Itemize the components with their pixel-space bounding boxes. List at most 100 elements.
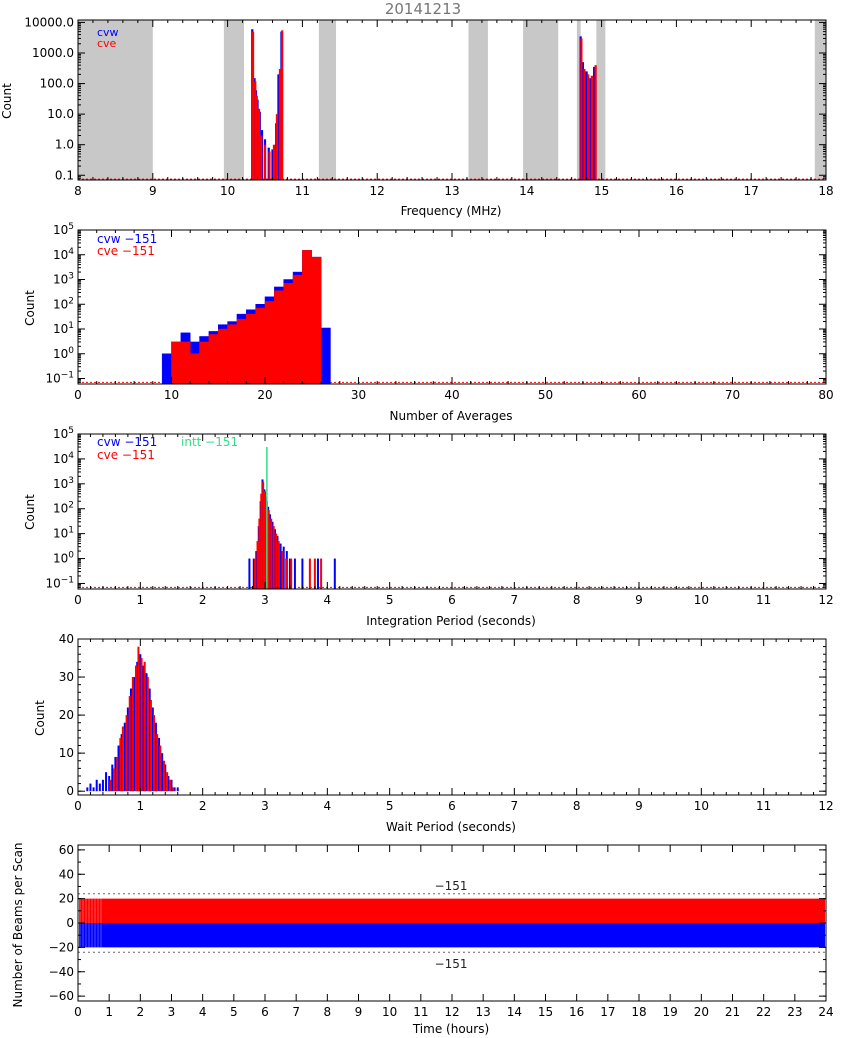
wait-bar-cvw bbox=[114, 756, 117, 792]
frequency-shaded-band bbox=[78, 20, 153, 180]
integration-ytick-label: 102 bbox=[53, 501, 74, 516]
wait-xtick-label: 2 bbox=[199, 799, 207, 813]
wait-xtick-label: 5 bbox=[386, 799, 394, 813]
averages-ytick-base: 10 bbox=[53, 273, 68, 287]
wait-bar-cve bbox=[159, 745, 162, 792]
beams-bar-cve bbox=[79, 898, 825, 923]
averages-ytick-label: 103 bbox=[53, 272, 74, 287]
averages-marks bbox=[78, 250, 826, 385]
wait-xtick-label: 1 bbox=[137, 799, 145, 813]
averages-xtick-label: 0 bbox=[74, 388, 82, 402]
beams-ytick-label: 40 bbox=[59, 867, 74, 881]
wait-xtick-label: 10 bbox=[694, 799, 709, 813]
integration-ytick-base: 10 bbox=[53, 427, 68, 441]
integration-bar-cvw bbox=[333, 558, 336, 589]
beams-xtick-label: 1 bbox=[105, 1005, 113, 1019]
averages-xlabel: Number of Averages bbox=[390, 409, 513, 423]
integration-bar-cve bbox=[258, 518, 261, 589]
beams-xlabel: Time (hours) bbox=[412, 1022, 489, 1036]
beams-bar-cvw bbox=[79, 923, 825, 948]
panel-beams: 0 1 2 3 4 5 6 7 8 9 10 11 12 13 14 15 16 17 18 19 20 21 22 23 24… bbox=[11, 842, 834, 1036]
wait-bar-cve bbox=[166, 772, 169, 792]
figure-title: 20141213 bbox=[385, 0, 461, 18]
integration-bar-cve bbox=[290, 558, 293, 589]
integration-bar-cvw bbox=[276, 536, 279, 589]
wait-bar-cvw bbox=[164, 764, 167, 792]
wait-bar-cvw bbox=[167, 775, 170, 792]
frequency-ytick-label: 10000.0 bbox=[24, 15, 74, 29]
averages-bar-cve bbox=[208, 334, 219, 385]
frequency-xtick-label: 10 bbox=[220, 184, 235, 198]
wait-bar-cve bbox=[146, 677, 149, 792]
frequency-bar-cve bbox=[254, 81, 257, 180]
averages-ytick-label: 10−1 bbox=[45, 371, 74, 386]
wait-bar-cve bbox=[121, 726, 124, 792]
wait-xlabel: Wait Period (seconds) bbox=[386, 820, 516, 834]
wait-bar-cvw bbox=[92, 787, 95, 792]
integration-xtick-label: 10 bbox=[694, 593, 709, 607]
beams-ylabel: Number of Beams per Scan bbox=[11, 842, 25, 1007]
integration-xtick-label: 11 bbox=[756, 593, 771, 607]
integration-ytick-exponent: 5 bbox=[68, 426, 74, 436]
beams-xtick-label: 22 bbox=[756, 1005, 771, 1019]
averages-bar-cve bbox=[292, 274, 303, 385]
beams-xtick-label: 9 bbox=[355, 1005, 363, 1019]
integration-bar-cve bbox=[313, 558, 316, 589]
averages-ytick-exponent: 2 bbox=[68, 296, 74, 306]
wait-xtick-label: 11 bbox=[756, 799, 771, 813]
beams-marks bbox=[78, 893, 826, 953]
integration-bar-cvw bbox=[288, 558, 291, 589]
wait-xtick-label: 3 bbox=[261, 799, 269, 813]
integration-bar-cve bbox=[320, 558, 323, 589]
averages-bar-cve bbox=[283, 283, 294, 385]
integration-bar-cvw bbox=[271, 521, 274, 589]
beams-ytick-label: 20 bbox=[59, 892, 74, 906]
integration-ylabel: Count bbox=[23, 494, 37, 530]
averages-bar-cve bbox=[227, 324, 238, 385]
wait-bar-cvw bbox=[98, 783, 101, 792]
integration-bar-cve bbox=[281, 551, 284, 589]
frequency-bar-cve bbox=[260, 135, 263, 180]
integration-xtick-label: 6 bbox=[448, 593, 456, 607]
frequency-shading bbox=[78, 20, 826, 180]
integration-ytick-base: 10 bbox=[53, 552, 68, 566]
wait-bar-cve bbox=[113, 768, 116, 792]
wait-bar-cvw bbox=[89, 783, 92, 792]
integration-xtick-label: 8 bbox=[573, 593, 581, 607]
averages-bar-cve bbox=[189, 353, 200, 385]
integration-bar-cve bbox=[277, 541, 280, 589]
wait-bar-cvw bbox=[108, 775, 111, 792]
frequency-shaded-band bbox=[223, 20, 245, 180]
frequency-bar-cve bbox=[580, 38, 583, 180]
wait-bar-cvw bbox=[129, 688, 132, 792]
averages-ytick-exponent: −1 bbox=[61, 371, 74, 381]
averages-ytick-label: 104 bbox=[53, 247, 74, 262]
averages-ytick-label: 105 bbox=[53, 222, 74, 237]
wait-bar-cvw bbox=[148, 688, 151, 792]
integration-xtick-label: 2 bbox=[199, 593, 207, 607]
averages-xtick-label: 60 bbox=[631, 388, 646, 402]
wait-bar-cvw bbox=[133, 677, 136, 792]
beams-ytick-label: 0 bbox=[66, 916, 74, 930]
integration-ytick-label: 103 bbox=[53, 476, 74, 491]
frequency-xtick-label: 16 bbox=[669, 184, 684, 198]
frequency-xtick-label: 14 bbox=[519, 184, 534, 198]
wait-bar-cvw bbox=[154, 722, 157, 792]
integration-bar-cvw bbox=[252, 558, 255, 589]
frequency-xtick-label: 18 bbox=[818, 184, 833, 198]
averages-legend-cvw: cvw −151 bbox=[97, 232, 157, 246]
wait-bar-cvw bbox=[95, 779, 98, 792]
integration-bar-intt bbox=[266, 447, 268, 589]
beams-xtick-label: 24 bbox=[818, 1005, 833, 1019]
averages-bar-cve bbox=[218, 328, 228, 385]
averages-bar-cve bbox=[264, 301, 275, 385]
wait-bar-cvw bbox=[145, 673, 148, 792]
wait-bar-cve bbox=[109, 779, 112, 792]
beams-xtick-label: 18 bbox=[631, 1005, 646, 1019]
averages-bar-cve bbox=[246, 313, 256, 385]
averages-ylabel: Count bbox=[23, 290, 37, 326]
wait-bar-cvw bbox=[86, 787, 89, 792]
